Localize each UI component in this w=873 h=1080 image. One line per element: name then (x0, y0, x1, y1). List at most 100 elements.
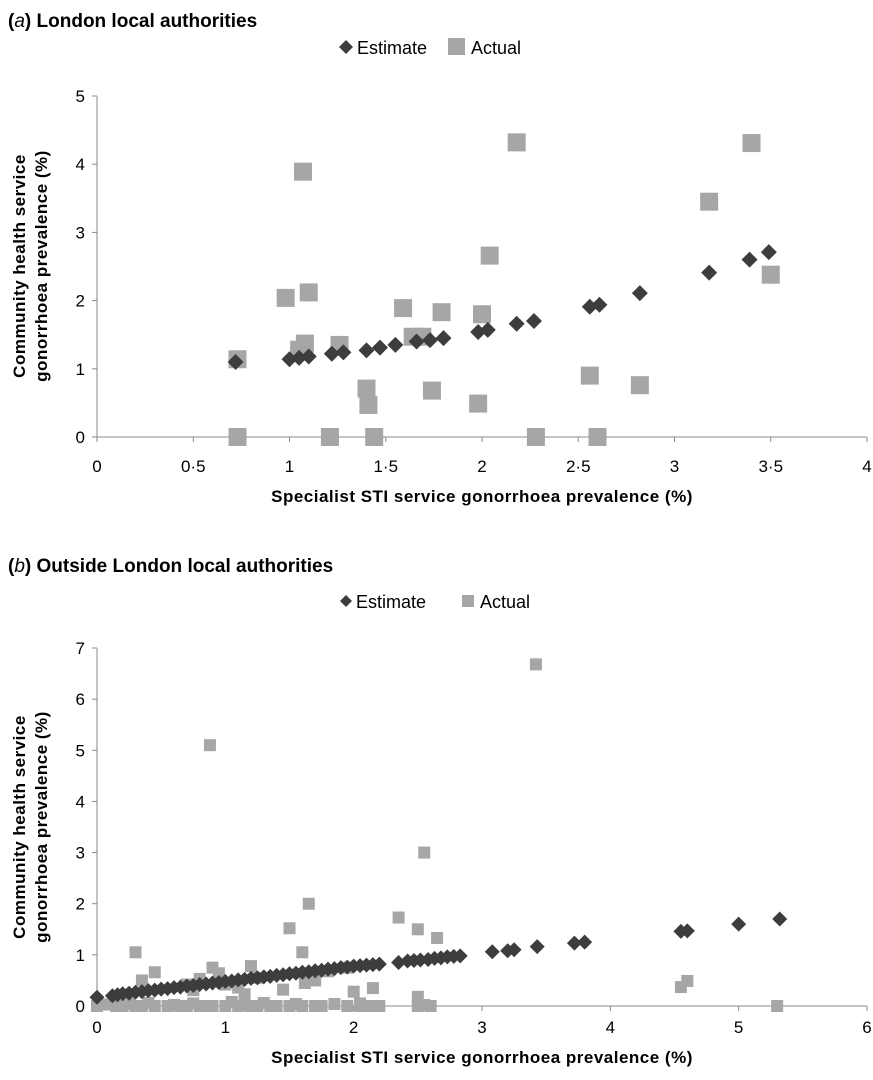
panel-b-series-estimate (89, 911, 788, 1005)
actual-point (411, 923, 424, 936)
actual-point (422, 381, 441, 400)
y-tick-label: 1 (76, 946, 85, 965)
x-tick-label: 3 (477, 1018, 486, 1037)
actual-point (432, 303, 451, 322)
x-tick-label: 5 (734, 1018, 743, 1037)
actual-point (394, 299, 413, 318)
actual-point (283, 922, 296, 935)
panel-a-tag: a (14, 11, 25, 32)
actual-point (293, 162, 312, 181)
estimate-point (577, 934, 593, 950)
panel-b-y-axis-title-line1: Community health service (10, 715, 29, 939)
estimate-point (89, 989, 105, 1005)
actual-point (529, 658, 542, 671)
actual-point (700, 192, 719, 211)
actual-point (392, 911, 405, 924)
actual-point (277, 983, 290, 996)
panel-a-y-axis-title-line2: gonorrhoea prevalence (%) (32, 150, 51, 382)
y-tick-label: 1 (76, 360, 85, 379)
estimate-point (323, 345, 340, 362)
actual-point (341, 1000, 354, 1012)
estimate-point (227, 353, 244, 370)
estimate-point (529, 939, 545, 955)
panel-a-title-text: London local authorities (37, 11, 258, 32)
estimate-point (506, 942, 522, 958)
y-tick-label: 5 (76, 87, 85, 106)
x-tick-label: 0 (92, 457, 101, 476)
y-tick-label: 7 (76, 639, 85, 658)
y-tick-label: 0 (76, 997, 85, 1016)
actual-point (296, 1000, 309, 1012)
actual-point (526, 428, 545, 446)
actual-point (315, 1000, 328, 1012)
actual-point (238, 988, 251, 1001)
actual-point (148, 966, 161, 979)
estimate-point (731, 916, 747, 932)
actual-point (302, 897, 315, 910)
legend-marker-estimate-a (339, 40, 353, 54)
actual-point (411, 990, 424, 1003)
actual-point (228, 428, 247, 446)
estimate-point (566, 935, 582, 951)
actual-point (630, 376, 649, 395)
estimate-point (679, 923, 695, 939)
estimate-point (387, 336, 404, 353)
x-tick-label: 4 (606, 1018, 615, 1037)
estimate-point (772, 911, 788, 927)
estimate-point (701, 264, 718, 281)
actual-point (320, 428, 339, 446)
actual-point (365, 428, 384, 446)
panel-b-y-axis-title-line2: gonorrhoea prevalence (%) (32, 711, 51, 943)
y-tick-label: 4 (76, 155, 85, 174)
actual-point (681, 974, 694, 987)
actual-point (299, 283, 318, 302)
actual-point (212, 967, 225, 980)
actual-point (148, 1000, 161, 1012)
estimate-point (591, 296, 608, 313)
panel-a-series-estimate (227, 244, 777, 370)
actual-point (135, 974, 148, 987)
actual-point (298, 976, 311, 989)
legend-marker-actual-b (462, 595, 474, 607)
panel-a: (a) London local authorities Estimate Ac… (8, 11, 872, 506)
actual-point (366, 982, 379, 995)
actual-point (245, 960, 257, 973)
legend-label-actual-b: Actual (480, 592, 530, 612)
estimate-point (631, 285, 648, 302)
panel-a-series-actual (228, 133, 780, 446)
actual-point (742, 134, 761, 153)
actual-point (129, 946, 142, 959)
y-tick-label: 6 (76, 690, 85, 709)
estimate-point (435, 330, 452, 347)
y-tick-label: 4 (76, 792, 85, 811)
estimate-point (291, 349, 308, 366)
actual-point (771, 1000, 784, 1012)
estimate-point (452, 948, 468, 964)
estimate-point (371, 339, 388, 356)
panel-b-x-ticks: 0 1 2 3 4 5 6 (92, 1006, 872, 1037)
x-tick-label: 0 (92, 1018, 101, 1037)
x-tick-label: 3·5 (758, 457, 783, 476)
panel-b: (b) Outside London local authorities Est… (8, 556, 872, 1067)
actual-point (203, 739, 216, 752)
panel-a-x-ticks: 0 0·5 1 1·5 2 2·5 3 3·5 4 (92, 437, 872, 476)
estimate-point (741, 251, 758, 268)
actual-point (761, 265, 780, 284)
x-tick-label: 2·5 (566, 457, 591, 476)
actual-point (295, 334, 314, 353)
legend-label-estimate-b: Estimate (356, 592, 426, 612)
actual-point (431, 931, 444, 944)
actual-point (116, 1000, 129, 1012)
panel-b-tag: b (14, 556, 25, 577)
y-tick-label: 2 (76, 895, 85, 914)
actual-point (354, 997, 367, 1010)
estimate-point (371, 956, 387, 972)
x-tick-label: 6 (862, 1018, 871, 1037)
actual-point (580, 366, 599, 385)
panel-b-title: (b) Outside London local authorities (8, 556, 333, 577)
x-tick-label: 2 (477, 457, 486, 476)
panel-a-legend: Estimate Actual (339, 38, 521, 58)
actual-point (357, 379, 376, 398)
estimate-point (422, 332, 439, 349)
actual-point (328, 997, 341, 1010)
